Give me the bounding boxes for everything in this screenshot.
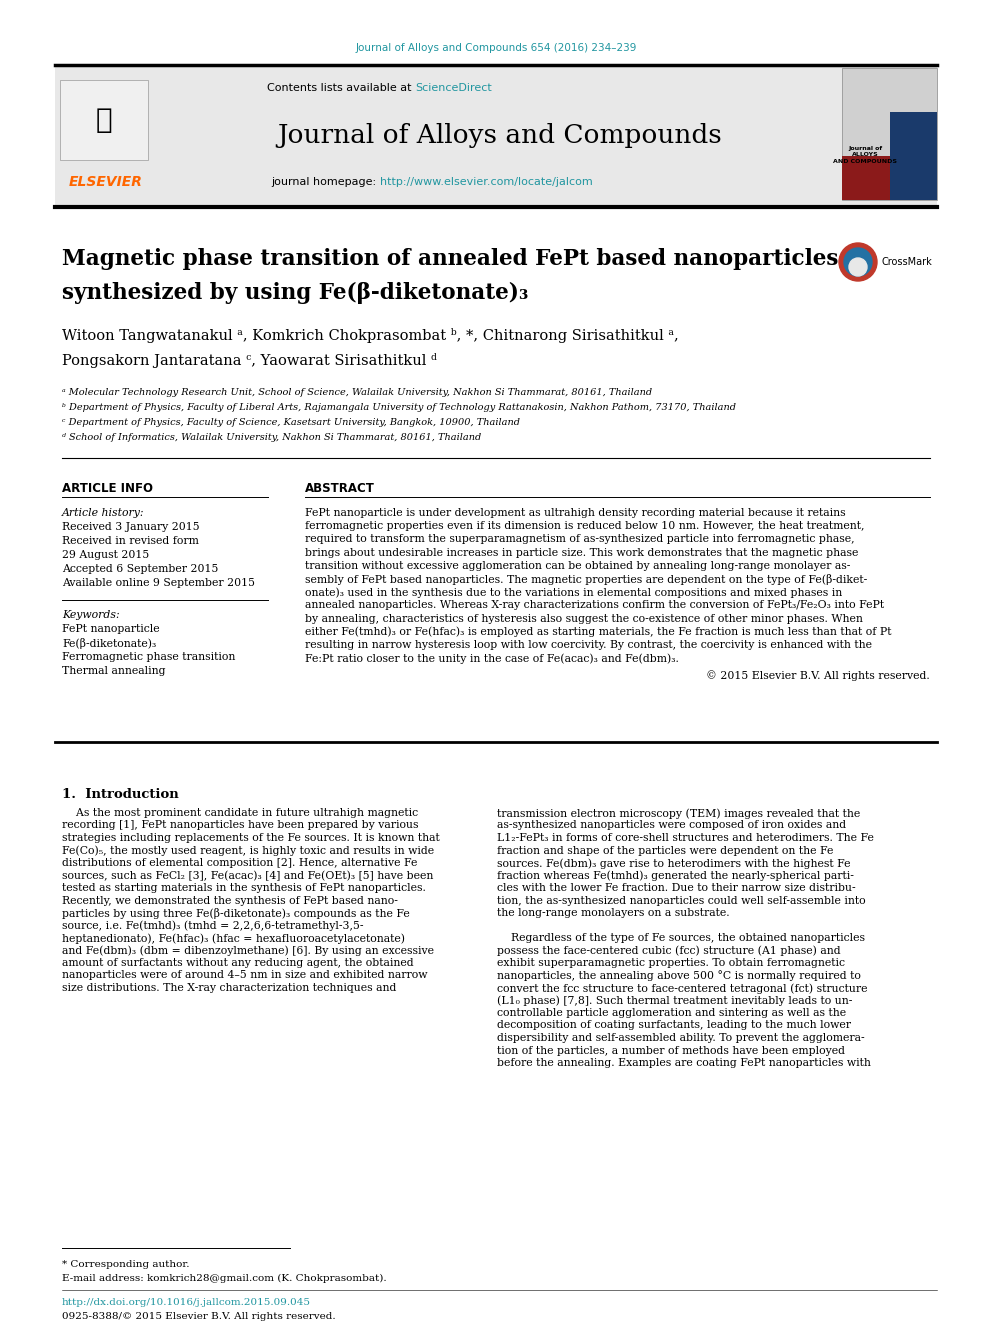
Bar (842, 67, 937, 200)
Text: synthesized by using Fe(β-diketonate)₃: synthesized by using Fe(β-diketonate)₃ (62, 282, 529, 304)
Text: strategies including replacements of the Fe sources. It is known that: strategies including replacements of the… (62, 833, 439, 843)
Text: http://www.elsevier.com/locate/jalcom: http://www.elsevier.com/locate/jalcom (380, 177, 593, 187)
Text: controllable particle agglomeration and sintering as well as the: controllable particle agglomeration and … (497, 1008, 846, 1017)
Text: recording [1], FePt nanoparticles have been prepared by various: recording [1], FePt nanoparticles have b… (62, 820, 419, 831)
Text: Regardless of the type of Fe sources, the obtained nanoparticles: Regardless of the type of Fe sources, th… (497, 933, 865, 943)
Text: sources. Fe(dbm)₃ gave rise to heterodimers with the highest Fe: sources. Fe(dbm)₃ gave rise to heterodim… (497, 859, 850, 869)
Text: ELSEVIER: ELSEVIER (69, 175, 143, 189)
Text: http://dx.doi.org/10.1016/j.jallcom.2015.09.045: http://dx.doi.org/10.1016/j.jallcom.2015… (62, 1298, 311, 1307)
Text: Journal of
ALLOYS
AND COMPOUNDS: Journal of ALLOYS AND COMPOUNDS (833, 147, 897, 164)
Text: * Corresponding author.: * Corresponding author. (62, 1259, 189, 1269)
Text: nanoparticles were of around 4–5 nm in size and exhibited narrow: nanoparticles were of around 4–5 nm in s… (62, 971, 428, 980)
Text: source, i.e. Fe(tmhd)₃ (tmhd = 2,2,6,6-tetramethyl-3,5-: source, i.e. Fe(tmhd)₃ (tmhd = 2,2,6,6-t… (62, 921, 363, 931)
Text: Available online 9 September 2015: Available online 9 September 2015 (62, 578, 255, 587)
Text: and Fe(dbm)₃ (dbm = dibenzoylmethane) [6]. By using an excessive: and Fe(dbm)₃ (dbm = dibenzoylmethane) [6… (62, 946, 434, 957)
Text: particles by using three Fe(β-diketonate)₃ compounds as the Fe: particles by using three Fe(β-diketonate… (62, 908, 410, 919)
Text: by annealing, characteristics of hysteresis also suggest the co-existence of oth: by annealing, characteristics of hystere… (305, 614, 863, 623)
Text: ARTICLE INFO: ARTICLE INFO (62, 482, 153, 495)
Text: 0925-8388/© 2015 Elsevier B.V. All rights reserved.: 0925-8388/© 2015 Elsevier B.V. All right… (62, 1312, 335, 1320)
Text: Fe:Pt ratio closer to the unity in the case of Fe(acac)₃ and Fe(dbm)₃.: Fe:Pt ratio closer to the unity in the c… (305, 654, 679, 664)
Text: either Fe(tmhd)₃ or Fe(hfac)₃ is employed as starting materials, the Fe fraction: either Fe(tmhd)₃ or Fe(hfac)₃ is employe… (305, 627, 892, 638)
Text: Article history:: Article history: (62, 508, 145, 519)
Text: Received 3 January 2015: Received 3 January 2015 (62, 523, 199, 532)
Text: ᶜ Department of Physics, Faculty of Science, Kasetsart University, Bangkok, 1090: ᶜ Department of Physics, Faculty of Scie… (62, 418, 520, 427)
Text: onate)₃ used in the synthesis due to the variations in elemental compositions an: onate)₃ used in the synthesis due to the… (305, 587, 842, 598)
Text: Ferromagnetic phase transition: Ferromagnetic phase transition (62, 652, 235, 662)
Text: heptanedionato), Fe(hfac)₃ (hfac = hexafluoroacetylacetonate): heptanedionato), Fe(hfac)₃ (hfac = hexaf… (62, 933, 405, 943)
Text: CrossMark: CrossMark (881, 257, 931, 267)
Text: Thermal annealing: Thermal annealing (62, 665, 166, 676)
Text: sources, such as FeCl₂ [3], Fe(acac)₃ [4] and Fe(OEt)₃ [5] have been: sources, such as FeCl₂ [3], Fe(acac)₃ [4… (62, 871, 434, 881)
Text: as-synthesized nanoparticles were composed of iron oxides and: as-synthesized nanoparticles were compos… (497, 820, 846, 831)
Text: Received in revised form: Received in revised form (62, 536, 198, 546)
Text: Journal of Alloys and Compounds 654 (2016) 234–239: Journal of Alloys and Compounds 654 (201… (355, 44, 637, 53)
Text: ᵃ Molecular Technology Research Unit, School of Science, Walailak University, Na: ᵃ Molecular Technology Research Unit, Sc… (62, 388, 652, 397)
Circle shape (839, 243, 877, 280)
Text: Accepted 6 September 2015: Accepted 6 September 2015 (62, 564, 218, 574)
Text: resulting in narrow hysteresis loop with low coercivity. By contrast, the coerci: resulting in narrow hysteresis loop with… (305, 640, 872, 650)
Text: ᵇ Department of Physics, Faculty of Liberal Arts, Rajamangala University of Tech: ᵇ Department of Physics, Faculty of Libe… (62, 404, 736, 411)
Text: tested as starting materials in the synthesis of FePt nanoparticles.: tested as starting materials in the synt… (62, 882, 426, 893)
Text: L1₂-FePt₃ in forms of core-shell structures and heterodimers. The Fe: L1₂-FePt₃ in forms of core-shell structu… (497, 833, 874, 843)
Text: sembly of FePt based nanoparticles. The magnetic properties are dependent on the: sembly of FePt based nanoparticles. The … (305, 574, 867, 585)
Text: E-mail address: komkrich28@gmail.com (K. Chokprasombat).: E-mail address: komkrich28@gmail.com (K.… (62, 1274, 387, 1283)
Text: Keywords:: Keywords: (62, 610, 120, 620)
Text: tion of the particles, a number of methods have been employed: tion of the particles, a number of metho… (497, 1045, 845, 1056)
Bar (842, 156, 937, 200)
Text: FePt nanoparticle: FePt nanoparticle (62, 624, 160, 634)
Text: Witoon Tangwatanakul ᵃ, Komkrich Chokprasombat ᵇ, *, Chitnarong Sirisathitkul ᵃ,: Witoon Tangwatanakul ᵃ, Komkrich Chokpra… (62, 328, 679, 343)
Text: cles with the lower Fe fraction. Due to their narrow size distribu-: cles with the lower Fe fraction. Due to … (497, 882, 856, 893)
Text: Magnetic phase transition of annealed FePt based nanoparticles: Magnetic phase transition of annealed Fe… (62, 247, 838, 270)
Text: 🌿: 🌿 (95, 106, 112, 134)
Circle shape (844, 247, 872, 277)
Text: ABSTRACT: ABSTRACT (305, 482, 375, 495)
Text: amount of surfactants without any reducing agent, the obtained: amount of surfactants without any reduci… (62, 958, 414, 968)
Text: Recently, we demonstrated the synthesis of FePt based nano-: Recently, we demonstrated the synthesis … (62, 896, 398, 905)
Text: tion, the as-synthesized nanoparticles could well self-assemble into: tion, the as-synthesized nanoparticles c… (497, 896, 866, 905)
Bar (55, 65, 937, 205)
Text: exhibit superparamagnetic properties. To obtain ferromagnetic: exhibit superparamagnetic properties. To… (497, 958, 845, 968)
Text: Contents lists available at: Contents lists available at (267, 83, 415, 93)
Text: 1.  Introduction: 1. Introduction (62, 789, 179, 800)
Bar (890, 112, 937, 200)
Text: brings about undesirable increases in particle size. This work demonstrates that: brings about undesirable increases in pa… (305, 548, 858, 557)
Text: ᵈ School of Informatics, Walailak University, Nakhon Si Thammarat, 80161, Thaila: ᵈ School of Informatics, Walailak Univer… (62, 433, 481, 442)
Text: Journal of Alloys and Compounds: Journal of Alloys and Compounds (278, 123, 722, 147)
Text: dispersibility and self-assembled ability. To prevent the agglomera-: dispersibility and self-assembled abilit… (497, 1033, 865, 1043)
Text: © 2015 Elsevier B.V. All rights reserved.: © 2015 Elsevier B.V. All rights reserved… (706, 671, 930, 681)
Text: annealed nanoparticles. Whereas X-ray characterizations confirm the conversion o: annealed nanoparticles. Whereas X-ray ch… (305, 601, 884, 610)
Bar (60, 79, 148, 160)
Text: journal homepage:: journal homepage: (272, 177, 380, 187)
Text: fraction whereas Fe(tmhd)₃ generated the nearly-spherical parti-: fraction whereas Fe(tmhd)₃ generated the… (497, 871, 854, 881)
Text: ScienceDirect: ScienceDirect (415, 83, 492, 93)
Text: fraction and shape of the particles were dependent on the Fe: fraction and shape of the particles were… (497, 845, 833, 856)
Text: convert the fcc structure to face-centered tetragonal (fct) structure: convert the fcc structure to face-center… (497, 983, 867, 994)
Text: decomposition of coating surfactants, leading to the much lower: decomposition of coating surfactants, le… (497, 1020, 851, 1031)
Text: Fe(β-diketonate)₃: Fe(β-diketonate)₃ (62, 638, 157, 650)
Text: As the most prominent candidate in future ultrahigh magnetic: As the most prominent candidate in futur… (62, 808, 418, 818)
Text: 29 August 2015: 29 August 2015 (62, 550, 149, 560)
Circle shape (849, 258, 867, 277)
Text: before the annealing. Examples are coating FePt nanoparticles with: before the annealing. Examples are coati… (497, 1058, 871, 1068)
Text: required to transform the superparamagnetism of as-synthesized particle into fer: required to transform the superparamagne… (305, 534, 855, 544)
Text: nanoparticles, the annealing above 500 °C is normally required to: nanoparticles, the annealing above 500 °… (497, 971, 861, 982)
Text: the long-range monolayers on a substrate.: the long-range monolayers on a substrate… (497, 908, 730, 918)
Text: distributions of elemental composition [2]. Hence, alternative Fe: distributions of elemental composition [… (62, 859, 418, 868)
Text: possess the face-centered cubic (fcc) structure (A1 phase) and: possess the face-centered cubic (fcc) st… (497, 946, 840, 957)
Text: Fe(Co)₅, the mostly used reagent, is highly toxic and results in wide: Fe(Co)₅, the mostly used reagent, is hig… (62, 845, 434, 856)
Text: Pongsakorn Jantaratana ᶜ, Yaowarat Sirisathitkul ᵈ: Pongsakorn Jantaratana ᶜ, Yaowarat Siris… (62, 353, 436, 368)
Text: size distributions. The X-ray characterization techniques and: size distributions. The X-ray characteri… (62, 983, 397, 994)
Text: (L1₀ phase) [7,8]. Such thermal treatment inevitably leads to un-: (L1₀ phase) [7,8]. Such thermal treatmen… (497, 995, 852, 1005)
Text: FePt nanoparticle is under development as ultrahigh density recording material b: FePt nanoparticle is under development a… (305, 508, 845, 519)
Text: ferromagnetic properties even if its dimension is reduced below 10 nm. However, : ferromagnetic properties even if its dim… (305, 521, 864, 532)
Text: transition without excessive agglomeration can be obtained by annealing long-ran: transition without excessive agglomerati… (305, 561, 850, 570)
Text: transmission electron microscopy (TEM) images revealed that the: transmission electron microscopy (TEM) i… (497, 808, 860, 819)
